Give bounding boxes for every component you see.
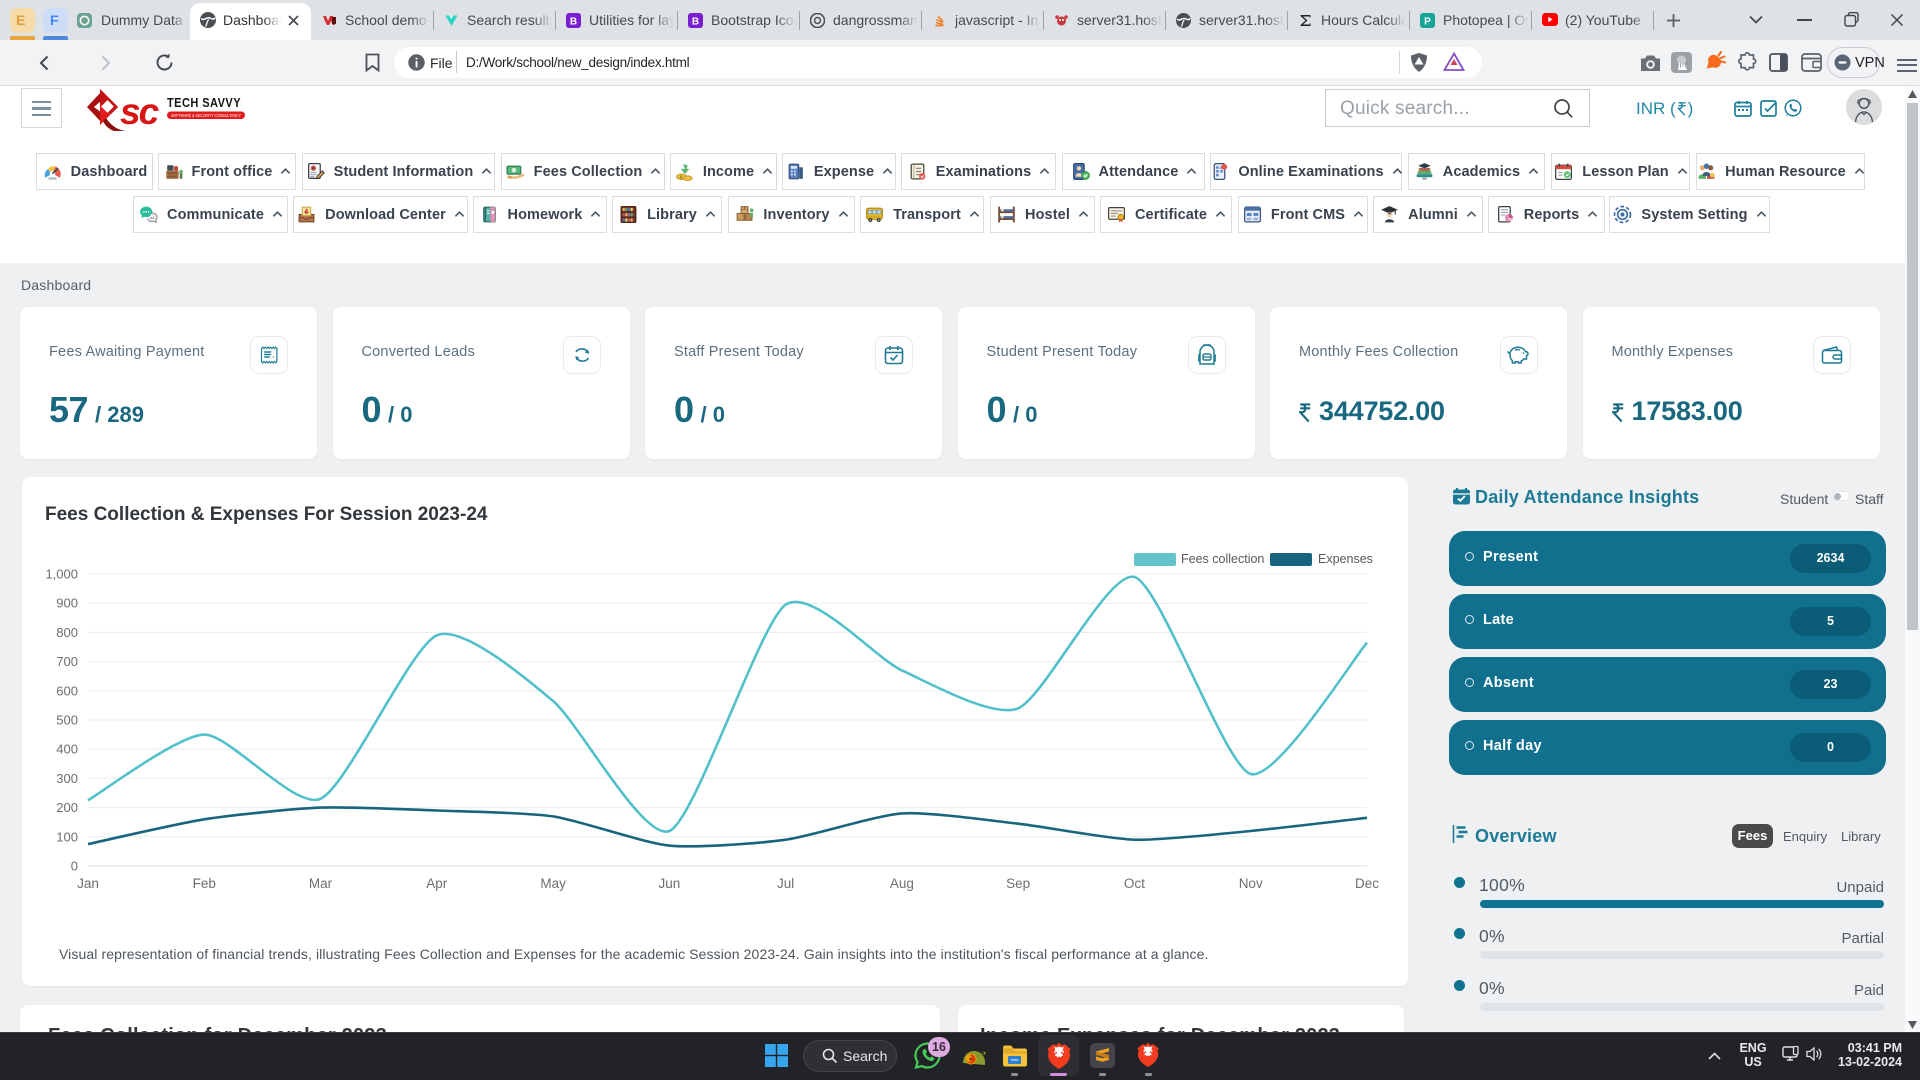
svg-text:600: 600: [56, 683, 78, 698]
svg-text:Jul: Jul: [777, 876, 794, 891]
svg-text:200: 200: [56, 800, 78, 815]
svg-text:0: 0: [71, 859, 78, 874]
svg-text:Sep: Sep: [1006, 876, 1030, 891]
svg-text:Feb: Feb: [193, 876, 216, 891]
svg-text:Jan: Jan: [77, 876, 99, 891]
svg-text:Aug: Aug: [890, 876, 914, 891]
svg-text:800: 800: [56, 625, 78, 640]
svg-text:Nov: Nov: [1239, 876, 1263, 891]
svg-text:900: 900: [56, 596, 78, 611]
svg-text:$: $: [679, 174, 682, 180]
svg-text:Jun: Jun: [659, 876, 681, 891]
svg-text:Oct: Oct: [1124, 876, 1145, 891]
svg-text:B: B: [570, 17, 577, 28]
svg-text:Dec: Dec: [1355, 876, 1379, 891]
svg-text:100: 100: [56, 829, 78, 844]
svg-text:300: 300: [56, 771, 78, 786]
svg-text:400: 400: [56, 742, 78, 757]
svg-text:Apr: Apr: [426, 876, 448, 891]
svg-text:1,000: 1,000: [45, 567, 78, 582]
svg-text:May: May: [540, 876, 566, 891]
svg-text:500: 500: [56, 713, 78, 728]
svg-text:700: 700: [56, 654, 78, 669]
svg-text:SOFTWARE & SECURITY CONSULTANC: SOFTWARE & SECURITY CONSULTANCY: [171, 113, 241, 118]
svg-text:TECH SAVVY: TECH SAVVY: [167, 96, 241, 110]
svg-text:sc: sc: [120, 91, 160, 132]
svg-text:Mar: Mar: [309, 876, 333, 891]
svg-text:B: B: [692, 17, 699, 28]
svg-text:P: P: [1424, 17, 1431, 28]
